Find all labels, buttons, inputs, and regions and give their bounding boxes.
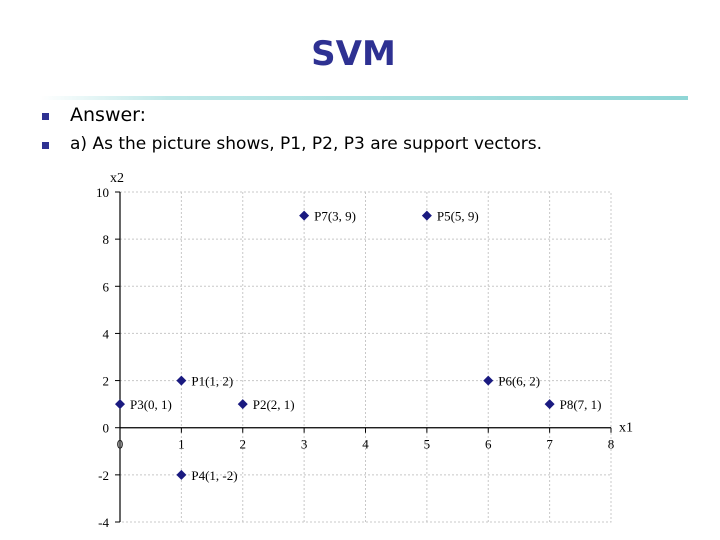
bullet-square-icon xyxy=(42,113,49,120)
y-tick-label: 6 xyxy=(103,279,110,294)
y-axis-label: x2 xyxy=(110,171,124,186)
data-point-marker xyxy=(176,469,187,480)
x-axis-label: x1 xyxy=(619,421,633,436)
y-tick-label: -4 xyxy=(98,515,109,530)
data-point-label: P8(7, 1) xyxy=(560,397,602,412)
data-point-label: P1(1, 2) xyxy=(191,374,233,389)
data-point-marker xyxy=(115,399,125,410)
x-tick-label: 7 xyxy=(546,437,553,452)
data-point-marker xyxy=(299,210,310,221)
x-tick-label: 6 xyxy=(485,437,492,452)
data-point-label: P5(5, 9) xyxy=(437,209,479,224)
data-point-label: P6(6, 2) xyxy=(498,374,540,389)
y-tick-label: 8 xyxy=(103,232,110,247)
y-tick-label: 2 xyxy=(103,374,110,389)
x-tick-label: 1 xyxy=(178,437,185,452)
y-tick-label: -2 xyxy=(98,468,109,483)
x-tick-label: 3 xyxy=(301,437,308,452)
x-tick-label: 2 xyxy=(240,437,247,452)
data-point-label: P3(0, 1) xyxy=(130,397,172,412)
x-tick-label: 0 xyxy=(117,437,124,452)
data-point-label: P4(1, -2) xyxy=(191,468,237,483)
bullet-square-icon xyxy=(42,142,49,149)
tick-labels: 0 1 2 3 4 5 6 7 8 10 8 6 4 2 0 -2 -4 xyxy=(96,185,614,530)
chart-axes xyxy=(115,191,612,523)
y-tick-label: 10 xyxy=(96,185,109,200)
data-point-label: P7(3, 9) xyxy=(314,209,356,224)
title-divider xyxy=(40,96,688,100)
bullet-text: Answer: xyxy=(70,104,147,126)
data-point-marker xyxy=(483,375,494,386)
y-tick-label: 4 xyxy=(103,326,110,341)
chart-grid xyxy=(119,191,612,523)
data-point-marker xyxy=(237,399,248,410)
slide-title: SVM xyxy=(311,34,396,74)
data-points: P1(1, 2) P2(2, 1) P3(0, 1) P4(1, -2) P5(5, 9… xyxy=(115,209,602,483)
data-point-label: P2(2, 1) xyxy=(253,397,295,412)
y-tick-label: 0 xyxy=(103,421,110,436)
bullet-text: a) As the picture shows, P1, P2, P3 are … xyxy=(70,134,542,154)
data-point-marker xyxy=(176,375,187,386)
data-point-marker xyxy=(421,210,432,221)
x-tick-label: 4 xyxy=(362,437,369,452)
x-tick-label: 8 xyxy=(608,437,615,452)
x-tick-label: 5 xyxy=(424,437,431,452)
data-point-marker xyxy=(544,399,555,410)
